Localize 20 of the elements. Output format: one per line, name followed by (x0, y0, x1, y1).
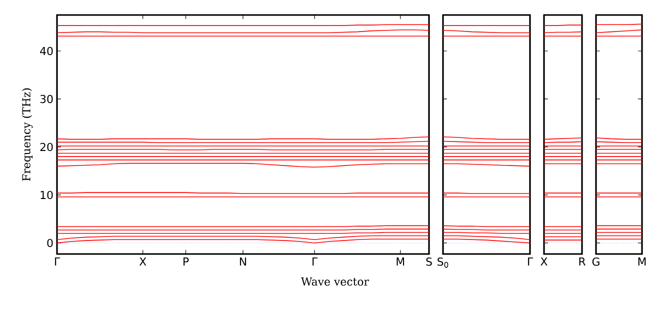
x-tick-label: R (579, 258, 586, 266)
y-tick-label: 40 (40, 46, 53, 56)
x-tick-label: P (184, 258, 189, 266)
y-tick-label: 0 (47, 238, 53, 248)
x-tick-label: N (240, 258, 246, 266)
x-tick-label: X (139, 258, 146, 266)
y-tick-label: 20 (40, 142, 53, 152)
y-tick-label: 30 (40, 94, 53, 104)
x-tick-label: S$_{0}$ (438, 258, 448, 268)
x-tick-label: G (592, 258, 600, 266)
x-tick-label: Γ (55, 258, 60, 266)
y-axis-title: Frequency (THz) (22, 88, 33, 181)
y-tick-label: 10 (40, 190, 53, 200)
x-tick-label: M (638, 258, 646, 266)
x-axis-title: Wave vector (301, 278, 370, 286)
x-tick-label: X (540, 258, 548, 266)
x-tick-label: S (426, 258, 432, 266)
x-tick-label: Γ (528, 258, 533, 266)
x-tick-label: M (396, 258, 404, 266)
x-tick-label: Γ (312, 258, 318, 266)
